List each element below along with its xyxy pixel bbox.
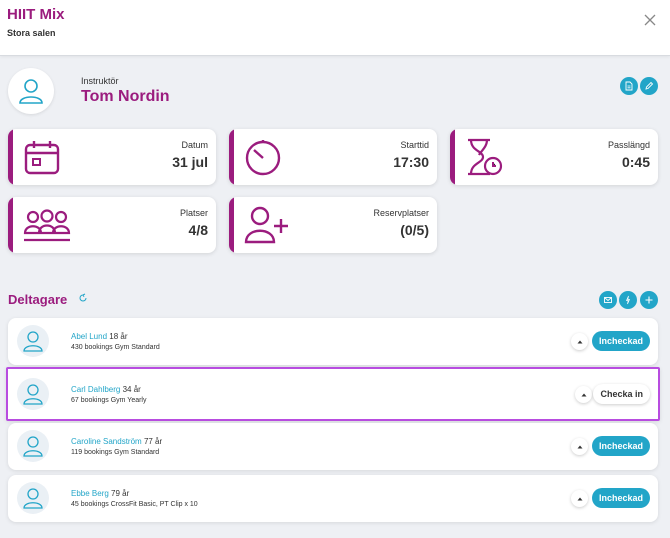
checkin-status-button[interactable]: Incheckad [591, 331, 650, 351]
caret-up-icon [577, 340, 582, 343]
notify-button[interactable] [619, 291, 637, 309]
instructor-name: Tom Nordin [81, 88, 170, 105]
participant-age: 79 år [111, 489, 130, 498]
bolt-icon [625, 295, 631, 305]
reserve-spots-value: (0/5) [400, 222, 429, 238]
move-up-button[interactable] [571, 438, 588, 455]
date-card: Datum 31 jul [8, 129, 216, 185]
participant-bookings: 430 bookings Gym Standard [71, 344, 160, 351]
spots-label: Platser [179, 208, 208, 218]
room-name: Stora salen [7, 28, 56, 38]
participant-bookings: 119 bookings Gym Standard [71, 449, 160, 456]
user-plus-icon [244, 206, 288, 244]
participant-row[interactable]: Caroline Sandström 77 år 119 bookings Gy… [8, 423, 658, 470]
participant-name-line: Caroline Sandström 77 år [71, 437, 162, 446]
spots-card: Platser 4/8 [8, 197, 216, 253]
card-accent [229, 129, 234, 185]
duration-value: 0:45 [621, 154, 650, 170]
checkin-status-button[interactable]: Incheckad [591, 436, 650, 456]
document-button[interactable] [620, 77, 638, 95]
spots-value: 4/8 [188, 222, 208, 238]
edit-button[interactable] [640, 77, 658, 95]
participant-name-line: Carl Dahlberg 34 år [71, 385, 141, 394]
participant-row[interactable]: Carl Dahlberg 34 år 67 bookings Gym Year… [6, 367, 660, 421]
add-participant-button[interactable] [640, 291, 658, 309]
document-icon [625, 81, 633, 91]
duration-label: Passlängd [607, 140, 650, 150]
caret-up-icon [577, 445, 582, 448]
card-accent [8, 129, 13, 185]
participant-name-line: Abel Lund 18 år [71, 332, 128, 341]
caret-up-icon [577, 497, 582, 500]
participant-bookings: 67 bookings Gym Yearly [71, 397, 147, 404]
participant-row[interactable]: Ebbe Berg 79 år 45 bookings CrossFit Bas… [8, 475, 658, 522]
stopwatch-icon [245, 140, 281, 176]
close-button[interactable] [642, 12, 658, 28]
participant-age: 77 år [143, 437, 163, 446]
participant-name[interactable]: Caroline Sandström [71, 437, 142, 446]
refresh-icon[interactable] [78, 293, 88, 303]
start-time-card: Starttid 17:30 [229, 129, 437, 185]
date-label: Datum [181, 140, 208, 150]
user-icon [19, 79, 43, 104]
participant-avatar [17, 325, 49, 357]
class-title: HIIT Mix [7, 6, 65, 23]
close-icon [644, 14, 656, 26]
move-up-button[interactable] [575, 386, 592, 403]
user-icon [23, 331, 43, 352]
participant-age: 34 år [122, 385, 141, 394]
card-accent [450, 129, 455, 185]
move-up-button[interactable] [571, 333, 588, 350]
reserve-spots-card: Reservplatser (0/5) [229, 197, 437, 253]
participant-row[interactable]: Abel Lund 18 år 430 bookings Gym Standar… [8, 318, 658, 365]
user-icon [23, 436, 43, 457]
participant-avatar [17, 378, 49, 410]
reserve-spots-label: Reservplatser [373, 208, 429, 218]
participant-name[interactable]: Carl Dahlberg [71, 385, 121, 394]
start-time-value: 17:30 [393, 154, 429, 170]
participant-name[interactable]: Ebbe Berg [71, 489, 109, 498]
date-value: 31 jul [172, 154, 208, 170]
card-accent [8, 197, 13, 253]
start-time-label: Starttid [400, 140, 429, 150]
envelope-icon [604, 297, 612, 303]
participant-avatar [17, 482, 49, 514]
email-button[interactable] [599, 291, 617, 309]
participant-name[interactable]: Abel Lund [71, 332, 108, 341]
calendar-icon [24, 141, 60, 175]
hourglass-clock-icon [468, 138, 503, 176]
duration-card: Passlängd 0:45 [450, 129, 658, 185]
instructor-label: Instruktör [81, 76, 119, 86]
participant-avatar [17, 430, 49, 462]
plus-icon [645, 296, 653, 304]
instructor-avatar [8, 68, 54, 114]
card-accent [229, 197, 234, 253]
checkin-status-button[interactable]: Checka in [593, 384, 650, 404]
caret-up-icon [581, 393, 586, 396]
group-icon [23, 209, 71, 242]
participants-title: Deltagare [8, 292, 68, 307]
participant-bookings: 45 bookings CrossFit Basic, PT Clip x 10 [71, 501, 198, 508]
participant-name-line: Ebbe Berg 79 år [71, 489, 129, 498]
move-up-button[interactable] [571, 490, 588, 507]
checkin-status-button[interactable]: Incheckad [591, 488, 650, 508]
user-icon [23, 384, 43, 405]
participant-age: 18 år [109, 332, 128, 341]
pencil-icon [645, 81, 654, 90]
top-bar: HIIT Mix Stora salen [0, 0, 670, 56]
user-icon [23, 488, 43, 509]
